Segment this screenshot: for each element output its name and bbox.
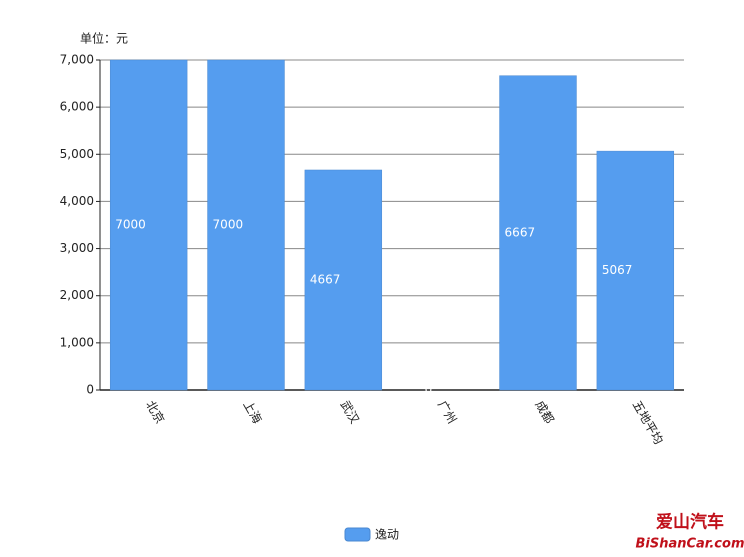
data-label: 7000 <box>115 218 146 232</box>
bar <box>499 75 577 391</box>
data-label: 5067 <box>602 263 633 277</box>
y-tick-label: 0 <box>86 383 94 397</box>
data-label: 0 <box>425 383 433 397</box>
y-tick-label: 1,000 <box>60 335 94 349</box>
y-tick-label: 5,000 <box>60 147 94 161</box>
watermark-title: 爱山汽车 <box>656 512 724 533</box>
bar <box>304 169 383 391</box>
x-tick-label: 武汉 <box>338 398 362 426</box>
x-tick-label: 北京 <box>143 398 167 426</box>
legend-swatch <box>344 527 371 542</box>
bar <box>207 59 285 391</box>
x-tick-label: 成都 <box>532 398 556 426</box>
data-label: 4667 <box>310 272 341 286</box>
data-label: 7000 <box>213 218 244 232</box>
watermark-url: BiShanCar.com <box>635 537 744 552</box>
x-tick-label: 五地平均 <box>630 398 666 447</box>
y-tick-label: 2,000 <box>60 288 94 302</box>
x-tick-label: 上海 <box>240 398 265 426</box>
y-tick-label: 6,000 <box>60 100 94 114</box>
data-label: 6667 <box>505 225 536 239</box>
y-tick-label: 4,000 <box>60 194 94 208</box>
y-tick-label: 3,000 <box>60 241 94 255</box>
unit-label: 单位：元 <box>80 31 128 46</box>
bar <box>596 150 675 391</box>
legend-label: 逸动 <box>375 528 399 542</box>
bar <box>109 59 188 391</box>
y-tick-label: 7,000 <box>60 53 94 67</box>
x-tick-label: 广州 <box>435 398 459 426</box>
